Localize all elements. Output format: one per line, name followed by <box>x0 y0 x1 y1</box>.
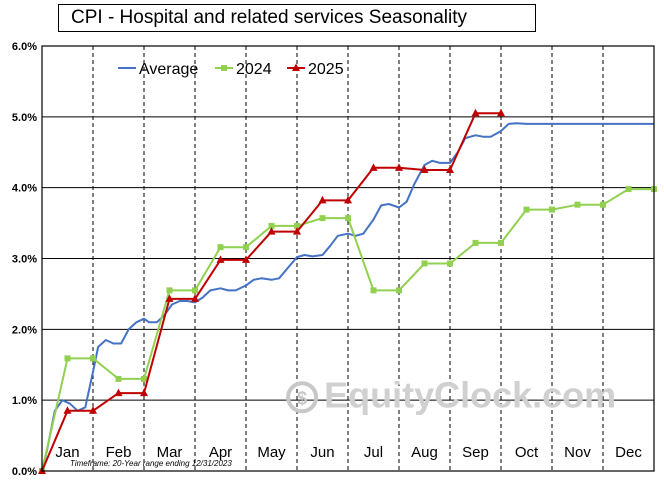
data-point-2025 <box>471 108 480 117</box>
y-tick-label: 3.0% <box>12 254 37 266</box>
data-point-2025 <box>242 255 250 263</box>
x-tick-label: Mar <box>157 444 183 461</box>
data-point-2025 <box>293 227 301 235</box>
data-point-2025 <box>191 294 199 302</box>
y-tick-label: 5.0% <box>12 112 37 124</box>
y-tick-label: 2.0% <box>12 324 37 336</box>
data-point-2025 <box>89 406 97 414</box>
x-tick-label: Nov <box>564 444 591 461</box>
watermark-logo-glyph: $ <box>297 388 307 408</box>
timeframe-footnote: Timeframe: 20-Year range ending 12/31/20… <box>70 459 232 468</box>
x-tick-label: Jan <box>55 444 79 461</box>
y-tick-label: 1.0% <box>12 395 37 407</box>
data-point-2024 <box>421 260 428 267</box>
data-point-2024 <box>90 355 96 362</box>
y-tick-label: 0.0% <box>12 466 37 478</box>
data-point-2024 <box>396 287 402 294</box>
data-point-2025 <box>63 406 72 414</box>
legend-marker-2024 <box>221 65 227 71</box>
y-tick-label: 4.0% <box>12 183 37 195</box>
x-tick-label: May <box>257 444 286 461</box>
watermark-text: EquityClock.com <box>324 374 616 415</box>
data-point-2025 <box>318 195 327 204</box>
data-point-2024 <box>217 244 224 251</box>
data-point-2024 <box>192 287 198 294</box>
data-point-2024 <box>115 375 122 382</box>
data-point-2024 <box>64 355 71 362</box>
x-tick-label: Oct <box>515 444 539 461</box>
plot-border <box>41 45 655 472</box>
legend-label-average: Average <box>139 61 198 78</box>
data-point-2024 <box>523 206 530 213</box>
x-tick-label: Feb <box>106 444 132 461</box>
data-point-2024 <box>166 287 173 294</box>
watermark-logo <box>286 381 319 414</box>
legend-label-2024: 2024 <box>236 61 272 78</box>
y-tick-label: 6.0% <box>12 41 37 53</box>
data-point-2025 <box>395 163 403 171</box>
data-point-2025 <box>140 388 148 397</box>
chart-title: CPI - Hospital and related services Seas… <box>58 4 536 32</box>
x-tick-label: Jul <box>364 444 383 461</box>
data-point-2025 <box>267 227 276 235</box>
data-point-2024 <box>498 239 504 246</box>
data-point-2024 <box>294 222 300 229</box>
data-point-2024 <box>268 222 275 229</box>
data-point-2024 <box>319 215 326 222</box>
x-tick-label: Apr <box>209 444 232 461</box>
data-point-2025 <box>114 388 123 397</box>
data-point-2025 <box>446 165 454 173</box>
data-point-2024 <box>345 215 351 222</box>
data-point-2024 <box>141 375 147 382</box>
data-point-2024 <box>625 186 632 193</box>
data-point-2025 <box>344 195 352 204</box>
legend-label-2025: 2025 <box>308 61 344 78</box>
x-tick-label: Sep <box>462 444 489 461</box>
data-point-2025 <box>420 165 429 173</box>
x-tick-label: Jun <box>310 444 334 461</box>
x-tick-label: Aug <box>411 444 438 461</box>
series-line-average <box>41 122 654 472</box>
data-point-2024 <box>600 201 606 208</box>
data-point-2024 <box>549 206 555 213</box>
x-tick-label: Dec <box>615 444 642 461</box>
data-point-2024 <box>370 287 377 294</box>
data-point-2025 <box>497 108 505 117</box>
data-point-2024 <box>243 244 249 251</box>
data-point-2024 <box>574 201 581 208</box>
data-point-2024 <box>472 239 479 246</box>
data-point-2025 <box>369 163 378 171</box>
data-point-2025 <box>165 294 174 302</box>
data-point-2024 <box>447 260 453 267</box>
legend-marker-2025 <box>292 63 300 71</box>
data-point-2025 <box>216 255 225 263</box>
